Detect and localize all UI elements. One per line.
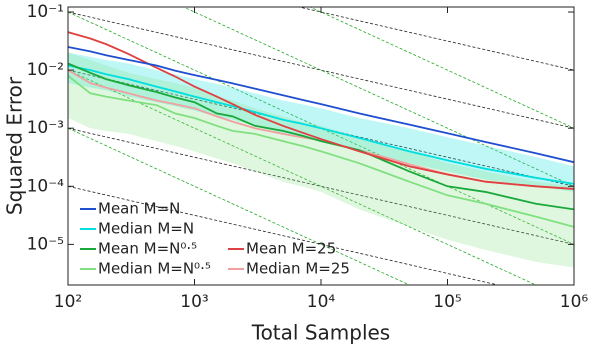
series-line xyxy=(68,64,574,185)
x-tick-label: 10³ xyxy=(180,292,208,312)
reference-line xyxy=(68,127,574,245)
reference-line xyxy=(68,11,574,245)
legend-label: Mean M=N xyxy=(98,200,180,218)
y-tick-label: 10⁻³ xyxy=(27,118,64,138)
legend-label: Median M=N xyxy=(98,220,194,238)
series-line xyxy=(68,75,574,228)
x-axis-title: Total Samples xyxy=(251,321,390,345)
y-axis-title: Squared Error xyxy=(3,76,27,215)
legend-label: Median M=25 xyxy=(246,260,350,278)
legend-label: Mean M=N⁰·⁵ xyxy=(98,240,197,258)
y-tick-label: 10⁻⁴ xyxy=(27,176,65,196)
reference-line xyxy=(68,69,574,187)
legend-label: Median M=N⁰·⁵ xyxy=(98,260,211,278)
reference-line xyxy=(68,127,411,285)
plot-area xyxy=(68,7,574,285)
legend-label: Mean M=25 xyxy=(246,240,336,258)
reference-line xyxy=(68,11,574,129)
x-tick-label: 10⁵ xyxy=(433,292,461,312)
y-tick-label: 10⁻⁵ xyxy=(27,234,64,254)
y-tick-label: 10⁻² xyxy=(27,60,64,80)
reference-line xyxy=(297,7,574,71)
reference-line xyxy=(68,69,537,285)
series-line xyxy=(68,62,574,211)
series-line xyxy=(68,46,574,164)
reference-line xyxy=(68,185,500,285)
error-band xyxy=(68,52,574,268)
x-tick-label: 10⁴ xyxy=(307,292,336,312)
x-tick-label: 10⁶ xyxy=(560,292,589,312)
series-line xyxy=(68,31,574,190)
y-tick-label: 10⁻¹ xyxy=(27,2,64,22)
x-tick-label: 10² xyxy=(54,292,82,312)
